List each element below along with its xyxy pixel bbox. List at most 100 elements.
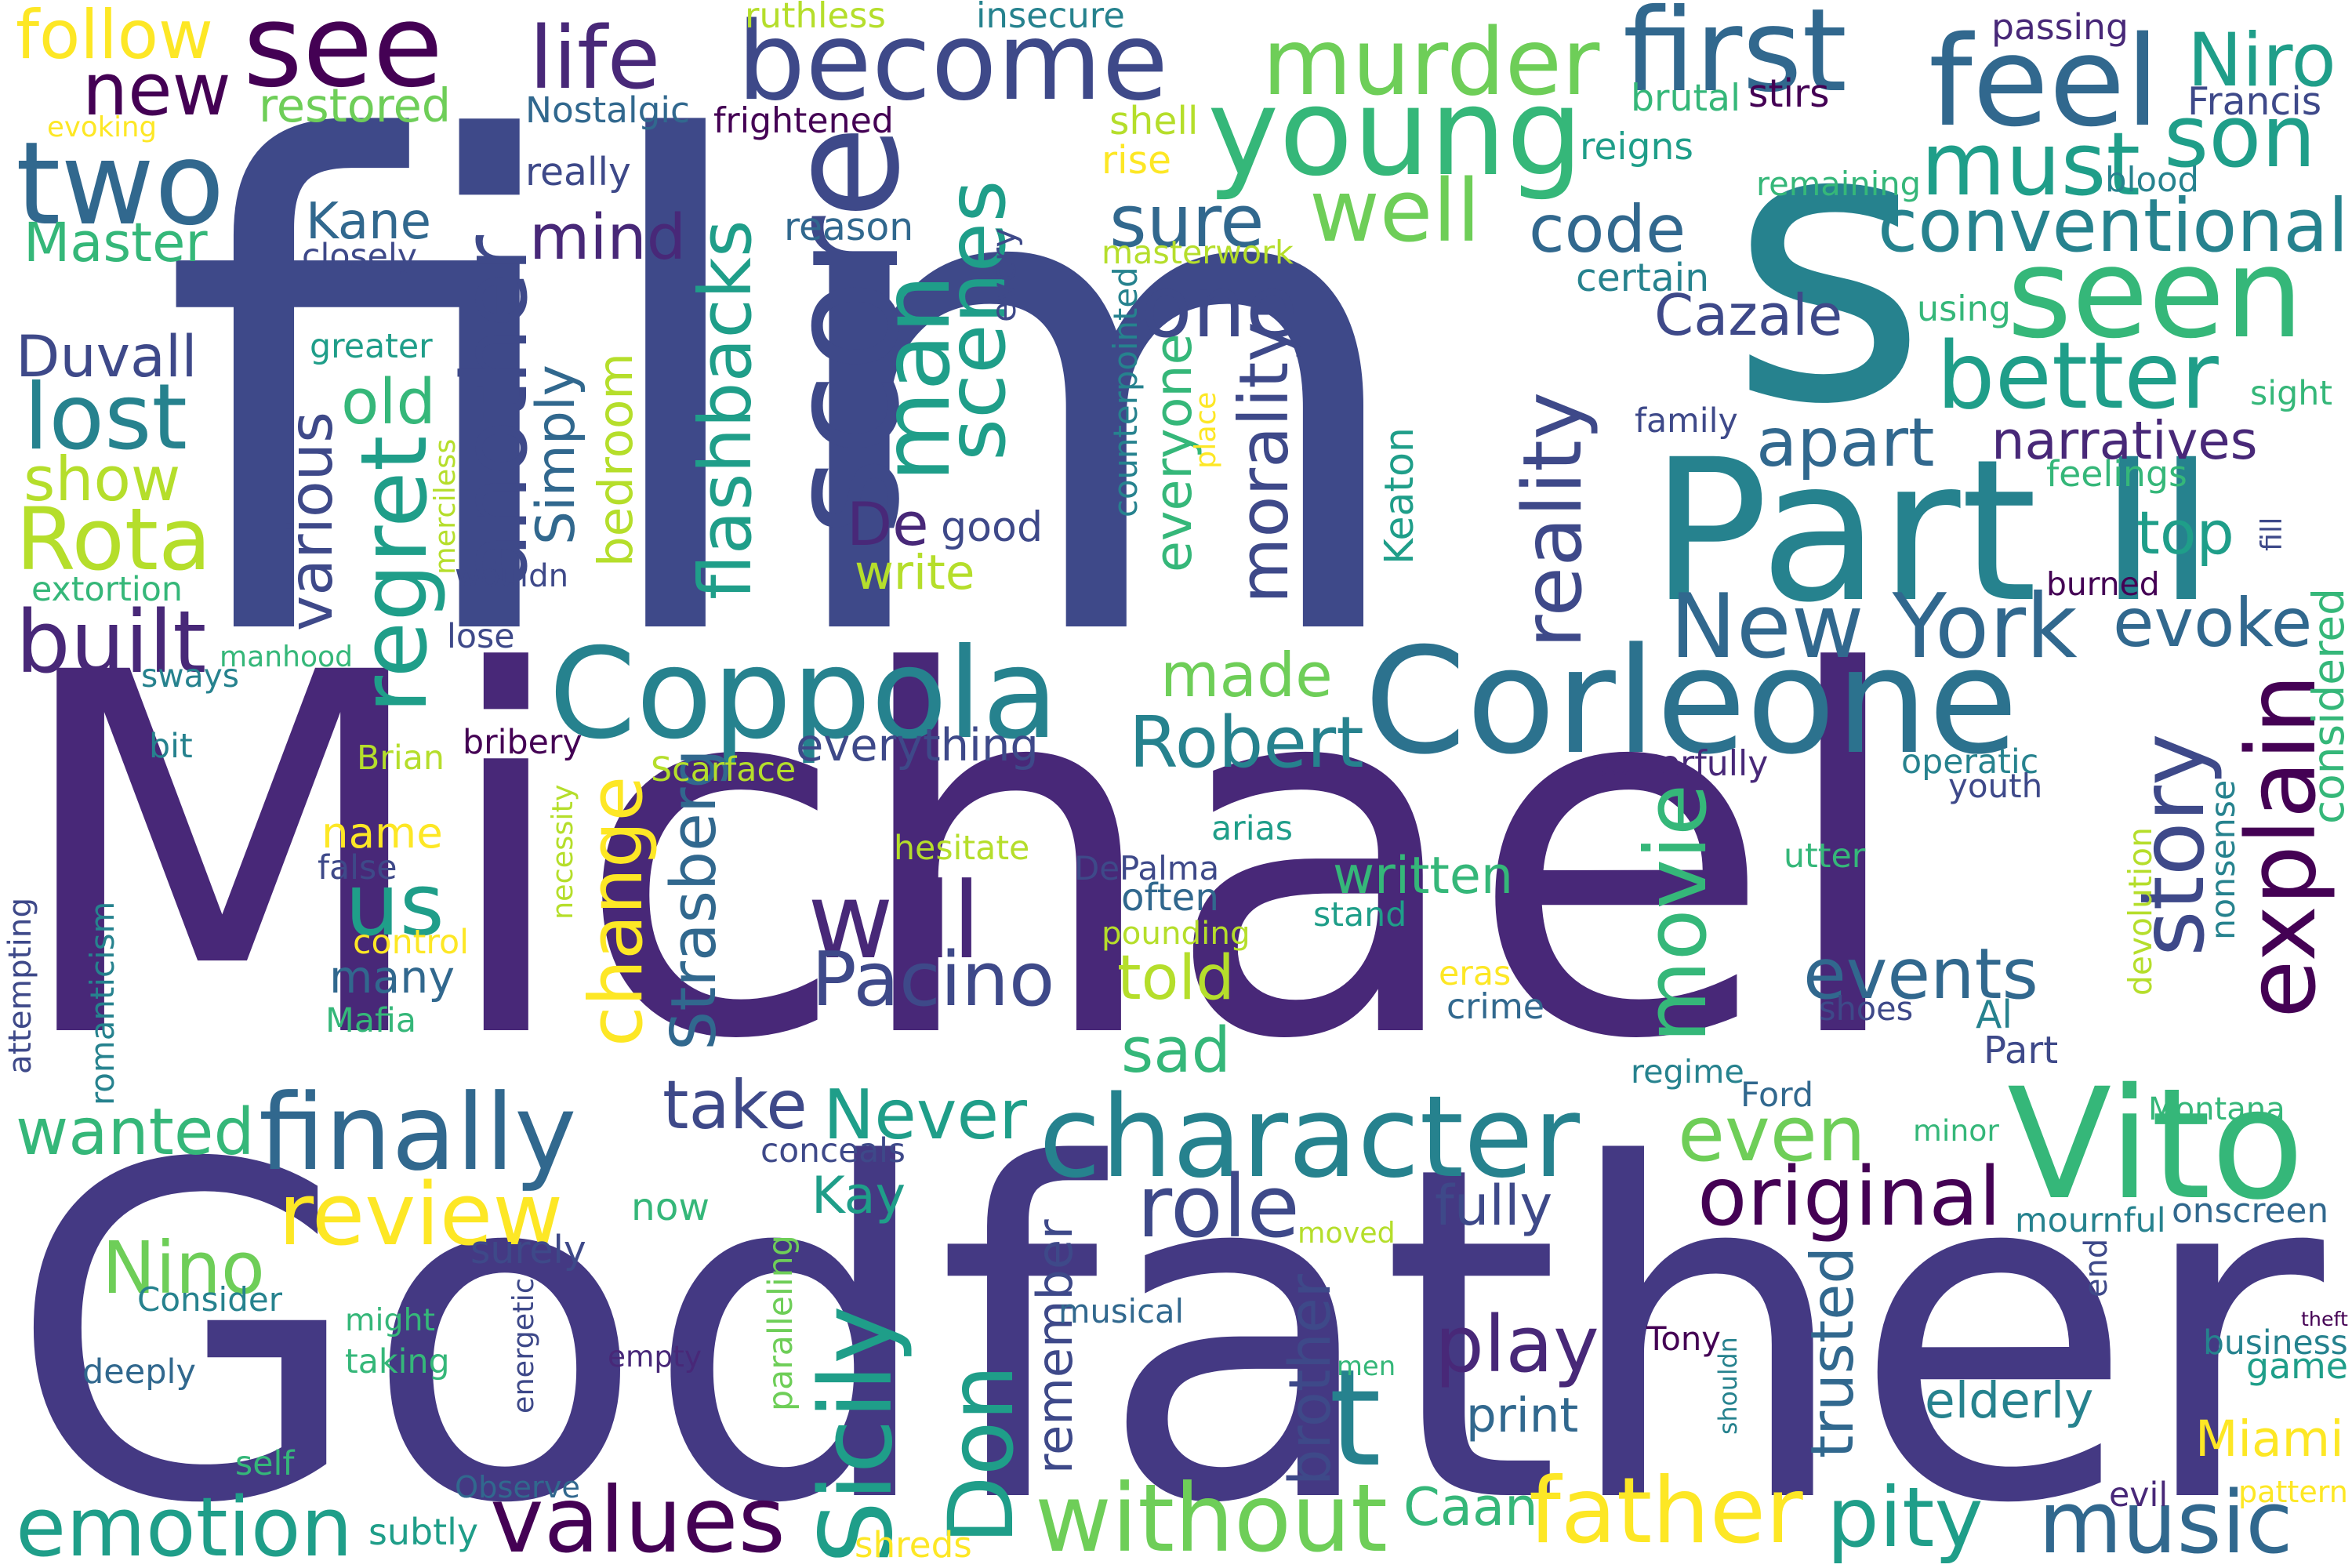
word-reigns: reigns: [1580, 125, 1693, 169]
word-brian: Brian: [357, 739, 445, 778]
word-trusted: trusted: [1798, 1246, 1867, 1458]
word-de: De: [847, 490, 929, 559]
word-caan: Caan: [1403, 1476, 1538, 1537]
word-murder: murder: [1262, 9, 1600, 116]
word-top: top: [2136, 498, 2234, 568]
word-operatic: operatic: [1901, 742, 2039, 782]
word-old: old: [341, 365, 436, 438]
word-kane: Kane: [306, 192, 431, 251]
word-change: change: [574, 775, 659, 1047]
word-youth: youth: [1948, 766, 2043, 805]
word-false: false: [318, 848, 397, 887]
word-crime: crime: [1446, 987, 1544, 1027]
word-better: better: [1936, 322, 2219, 430]
word-manhood: manhood: [220, 640, 354, 673]
word-place: place: [1189, 391, 1222, 469]
word-new: new: [82, 48, 231, 132]
word-sad: sad: [1121, 1014, 1231, 1087]
word-regret: regret: [341, 435, 448, 713]
word-stirs: stirs: [1748, 71, 1830, 116]
word-considered: considered: [2303, 588, 2352, 824]
word-often: often: [1121, 876, 1219, 920]
word-part-ii: Part II: [1650, 416, 2216, 645]
word-now: now: [631, 1185, 710, 1229]
word-necessity: necessity: [546, 784, 579, 920]
word-certain: certain: [1576, 256, 1710, 300]
word-musical: musical: [1058, 1291, 1185, 1330]
word-brutal: brutal: [1631, 76, 1741, 120]
word-narratives: narratives: [1991, 410, 2258, 471]
word-master: Master: [24, 211, 208, 274]
word-extortion: extortion: [31, 570, 183, 609]
word-arias: arias: [1211, 809, 1293, 848]
word-shell: shell: [1109, 98, 1199, 143]
word-niro: Niro: [2187, 17, 2336, 103]
word-minor: minor: [1913, 1112, 1999, 1148]
word-masterwork: masterwork: [1102, 234, 1294, 271]
word-using: using: [1917, 289, 2011, 329]
word-bedroom: bedroom: [588, 353, 644, 567]
word-miami: Miami: [2195, 1409, 2344, 1468]
word-cazale: Cazale: [1654, 281, 1843, 348]
word-duvall: Duvall: [16, 323, 198, 390]
word-self: self: [235, 1444, 295, 1483]
word-us: us: [345, 855, 445, 955]
word-new-york: New York: [1670, 575, 2078, 678]
word-nino: Nino: [102, 1225, 265, 1310]
word-passing: passing: [1991, 6, 2129, 48]
word-robert: Robert: [1129, 701, 1364, 784]
word-reality: reality: [1506, 391, 1600, 648]
word-michael: Michael: [8, 568, 1912, 1148]
word-stand: stand: [1313, 895, 1407, 935]
word-t: t: [1329, 1341, 1381, 1497]
word-control: control: [353, 923, 469, 962]
word-keaton: Keaton: [1376, 427, 1422, 564]
word-empty: empty: [608, 1338, 702, 1374]
word-hesitate: hesitate: [894, 829, 1030, 868]
word-really: really: [525, 149, 631, 194]
word-ruthless: ruthless: [745, 0, 886, 36]
word-godfather: Godfather: [8, 1069, 2325, 1568]
word-don: Don: [929, 1364, 1033, 1544]
word-remaining: remaining: [1756, 165, 1922, 203]
word-first: first: [1623, 0, 1847, 118]
word-shouldn: shouldn: [1715, 1337, 1743, 1435]
word-s: s: [1729, 43, 1929, 488]
word-pounding: pounding: [1102, 914, 1250, 952]
word-attempting: attempting: [1, 897, 38, 1074]
word-onscreen: onscreen: [2172, 1191, 2329, 1231]
word-burned: burned: [2046, 564, 2160, 603]
word-mind: mind: [529, 201, 687, 274]
word-kay: Kay: [811, 1165, 906, 1225]
word-sure: sure: [1109, 179, 1265, 263]
word-without: without: [1035, 1465, 1388, 1568]
word-wouldn: wouldn: [455, 558, 569, 594]
word-family: family: [1635, 401, 1738, 441]
word-insecure: insecure: [976, 0, 1125, 36]
word-devolution: devolution: [2122, 827, 2159, 996]
word-code: code: [1529, 191, 1686, 267]
word-remember: remember: [1026, 1219, 1083, 1474]
word-frightened: frightened: [713, 101, 894, 141]
word-al: Al: [1976, 992, 2013, 1037]
word-strasberg: Strasberg: [657, 749, 730, 1051]
word-elderly: elderly: [1925, 1372, 2094, 1429]
word-utter: utter: [1784, 837, 1866, 876]
word-ford: Ford: [1740, 1076, 1814, 1115]
word-made: made: [1160, 640, 1333, 711]
word-regime: regime: [1631, 1053, 1744, 1091]
word-paralleling: paralleling: [761, 1235, 800, 1411]
word-scarface: Scarface: [651, 750, 797, 789]
word-energetic: energetic: [506, 1278, 540, 1414]
word-deeply: deeply: [82, 1352, 196, 1392]
word-theft: theft: [2301, 1308, 2348, 1330]
word-name: name: [321, 808, 443, 858]
word-music: music: [2038, 1472, 2293, 1568]
word-nonsense: nonsense: [2204, 779, 2243, 940]
word-many: many: [329, 952, 456, 1004]
word-events: events: [1803, 933, 2038, 1014]
word-take: take: [662, 1066, 808, 1145]
word-fill: fill: [2255, 517, 2288, 551]
word-even: even: [1678, 1089, 1866, 1179]
